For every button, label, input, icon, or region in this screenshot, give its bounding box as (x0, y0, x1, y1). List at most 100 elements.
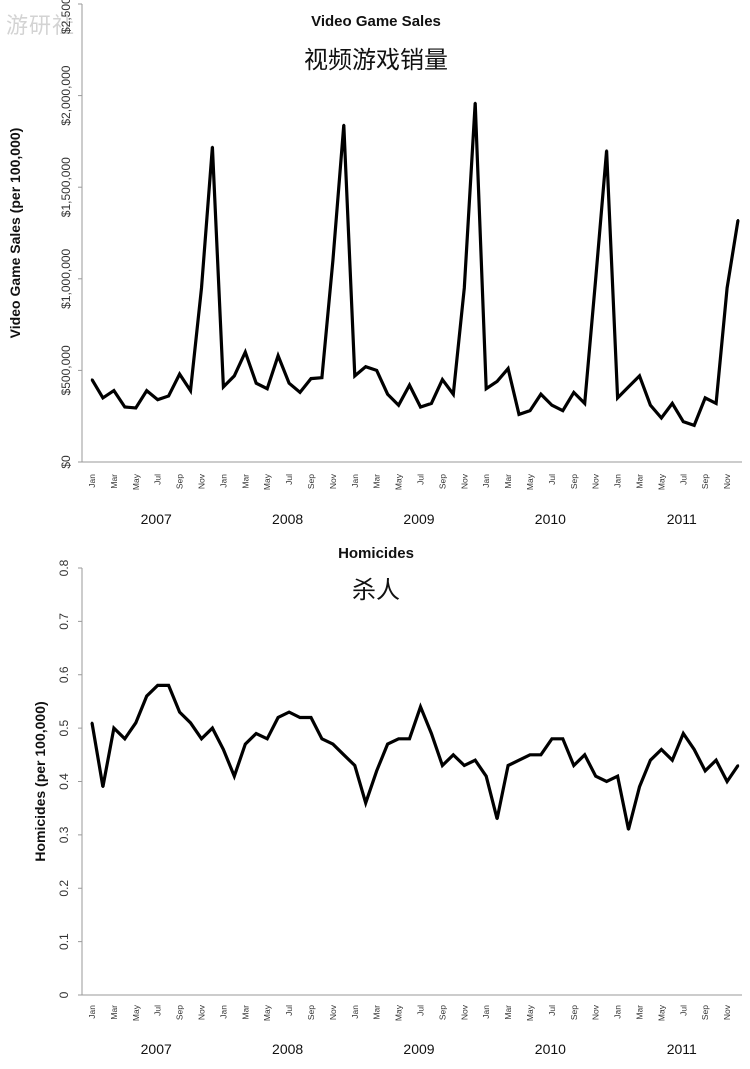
data-point (561, 409, 565, 412)
x-tick-label-month: Mar (634, 1005, 644, 1020)
data-point (474, 758, 477, 762)
data-point (703, 396, 707, 400)
data-point (594, 277, 597, 280)
data-point (561, 737, 565, 740)
x-tick-label-month: Jul (678, 474, 688, 485)
x-tick-label-month: Mar (109, 474, 119, 489)
data-point (484, 387, 488, 390)
x-tick-label-month: Sep (437, 1005, 447, 1020)
data-point (408, 737, 411, 740)
data-point (671, 402, 674, 405)
x-tick-label-month: Nov (459, 1004, 469, 1020)
data-point (298, 716, 302, 719)
x-tick-label-month: Sep (306, 1005, 316, 1020)
data-point (342, 123, 346, 127)
data-point (463, 764, 466, 767)
data-point (112, 389, 116, 392)
data-point (211, 145, 214, 149)
data-point (725, 286, 729, 290)
data-point (200, 286, 203, 290)
x-tick-label-year: 2011 (667, 511, 697, 527)
data-point (309, 377, 313, 380)
x-tick-label-month: May (525, 1004, 535, 1021)
data-point (430, 402, 433, 405)
data-point (638, 374, 641, 378)
data-point (452, 393, 455, 396)
data-point (660, 416, 663, 420)
x-tick-label-month: Nov (459, 473, 469, 489)
y-tick-label: $2,000,000 (59, 65, 73, 125)
data-point (375, 769, 378, 773)
x-tick-label-month: May (656, 473, 666, 490)
x-tick-label-month: Sep (700, 474, 710, 489)
data-point (134, 721, 137, 724)
x-tick-label-month: Jul (678, 1005, 688, 1016)
data-point (419, 405, 422, 409)
x-tick-label-month: Nov (196, 473, 206, 489)
chart-homicides: Homicides 杀人 0 0.1 0.2 0.3 0.4 0.5 0.6 0.7 0.8 Homi… (32, 545, 742, 1057)
y-tick-label: $1,000,000 (59, 248, 73, 308)
data-point (430, 732, 433, 735)
x-tick-label-month: Sep (306, 474, 316, 489)
y-tick-label: 0.6 (57, 666, 71, 683)
y-tick-label: 0.1 (57, 933, 71, 950)
data-point (408, 383, 411, 387)
data-point (550, 404, 554, 407)
x-tick-label-month: Sep (175, 474, 185, 489)
x-tick-label-month: Mar (372, 474, 382, 489)
data-point (90, 721, 94, 724)
x-tick-label-month: Jul (153, 474, 163, 485)
x-tick-label-year: 2011 (667, 1041, 697, 1057)
y-tick-label: $1,500,000 (59, 157, 73, 217)
x-tick-label-month: Nov (328, 473, 338, 489)
data-point (265, 737, 269, 740)
x-tick-label-month: Sep (569, 474, 579, 489)
data-point (693, 424, 696, 427)
x-tick-label-month: May (394, 1004, 404, 1021)
y-tick-label: 0.3 (57, 826, 71, 843)
x-tick-label-month: Jul (547, 474, 557, 485)
data-point (616, 774, 619, 778)
data-point (616, 396, 619, 400)
data-point (441, 378, 444, 381)
data-point (134, 406, 137, 410)
x-tick-label-month: Jan (350, 474, 360, 488)
data-point (583, 753, 586, 757)
data-point (255, 732, 258, 735)
data-point (233, 374, 236, 378)
data-point (441, 764, 444, 767)
data-point (342, 753, 346, 757)
x-tick-label-month: Jan (350, 1005, 360, 1019)
data-point (725, 780, 729, 783)
data-point (156, 398, 159, 401)
data-point (506, 367, 510, 370)
data-point (178, 710, 181, 714)
data-point (682, 420, 685, 423)
data-point (528, 409, 532, 412)
data-point (320, 737, 324, 740)
x-tick-label-month: Nov (722, 1004, 732, 1020)
data-point (112, 726, 116, 730)
data-point (539, 393, 543, 396)
data-point (452, 753, 455, 757)
x-tick-label-month: May (131, 473, 141, 490)
y-tick-label: 0.4 (57, 773, 71, 790)
x-tick-label-month: May (525, 473, 535, 490)
data-point (244, 742, 247, 746)
y-tick-label: 0.8 (57, 559, 71, 576)
data-point (572, 391, 575, 394)
data-point (649, 758, 652, 762)
data-point (397, 737, 400, 740)
data-point (200, 737, 203, 740)
x-tick-label-month: Mar (240, 474, 250, 489)
data-point (539, 753, 543, 757)
x-tick-label-month: Sep (700, 1005, 710, 1020)
series-line (90, 102, 740, 428)
data-point (528, 753, 532, 757)
data-point (90, 378, 94, 381)
x-tick-label-month: Jan (218, 474, 228, 488)
data-point (222, 748, 225, 751)
data-point (386, 393, 389, 396)
data-point (145, 389, 148, 392)
data-point (101, 396, 105, 400)
